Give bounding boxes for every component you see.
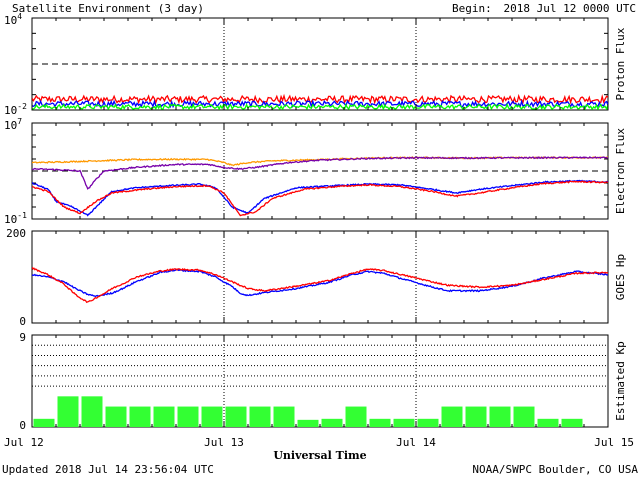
y-tick-label: 9 — [19, 331, 26, 344]
y-tick-label: 107 — [4, 117, 22, 132]
kp-bar — [81, 396, 103, 427]
series-blue — [32, 268, 608, 298]
panel-label: Estimated Kp — [614, 341, 627, 420]
panel-frame — [31, 230, 609, 324]
panel-label: Proton Flux — [614, 27, 627, 100]
kp-bar — [201, 406, 223, 427]
panel-electron-flux: 107 10-1 Electron Flux — [4, 117, 627, 226]
series-blue — [32, 99, 608, 109]
y-tick-label: 200 — [6, 227, 26, 240]
kp-bar — [393, 418, 415, 427]
kp-bar — [561, 418, 583, 427]
kp-bar — [537, 418, 559, 427]
kp-bar — [321, 418, 343, 427]
kp-bar — [153, 406, 175, 427]
kp-bar — [273, 406, 295, 427]
y-tick-label: 10-2 — [4, 102, 27, 117]
y-tick-label: 0 — [19, 315, 26, 328]
panel-label: Electron Flux — [614, 128, 627, 214]
series-blue — [32, 179, 608, 217]
x-axis-title: Universal Time — [273, 449, 366, 462]
credit-text: NOAA/SWPC Boulder, CO USA — [472, 463, 638, 476]
x-tick-label: Jul 15 — [594, 436, 634, 449]
plot-title: Satellite Environment (3 day) — [12, 2, 204, 15]
begin-label: Begin: — [452, 2, 492, 15]
panel-frame — [31, 122, 609, 220]
series-red — [32, 266, 608, 304]
series-red — [32, 180, 608, 217]
x-axis: Jul 12 Jul 13 Jul 14 Jul 15 — [4, 436, 634, 449]
panel-frame — [31, 17, 609, 111]
series-purple — [32, 156, 608, 190]
kp-bar — [249, 406, 271, 427]
traces — [32, 266, 608, 304]
kp-bar — [177, 406, 199, 427]
panel-label: GOES Hp — [614, 254, 627, 300]
y-tick-label: 104 — [4, 12, 22, 27]
panel-goes-hp: 200 0 GOES Hp — [6, 227, 627, 328]
kp-bar — [369, 418, 391, 427]
kp-bar — [129, 406, 151, 427]
kp-bar — [225, 406, 247, 427]
y-tick-label: 10-1 — [4, 211, 27, 226]
series-red — [32, 93, 608, 105]
y-tick-label: 0 — [19, 419, 26, 432]
panels: 104 10-2 Proton Flux 107 10-1 Electron Flux 20… — [4, 12, 627, 432]
panel-estimated-kp: 9 0 Estimated Kp — [19, 331, 627, 432]
x-tick-label: Jul 13 — [204, 436, 244, 449]
traces — [32, 156, 608, 217]
panel-proton-flux: 104 10-2 Proton Flux — [4, 12, 627, 117]
kp-bar — [105, 406, 127, 427]
x-tick-label: Jul 14 — [396, 436, 436, 449]
kp-bar — [33, 418, 55, 427]
kp-bar — [297, 419, 319, 427]
kp-bar — [489, 406, 511, 427]
kp-bar — [345, 406, 367, 427]
kp-bar — [513, 406, 535, 427]
kp-bar — [465, 406, 487, 427]
kp-bar — [57, 396, 79, 427]
kp-bar — [417, 418, 439, 427]
begin-value: 2018 Jul 12 0000 UTC — [504, 2, 636, 15]
updated-timestamp: Updated 2018 Jul 14 23:56:04 UTC — [2, 463, 214, 476]
kp-bar — [441, 406, 463, 427]
x-tick-label: Jul 12 — [4, 436, 44, 449]
